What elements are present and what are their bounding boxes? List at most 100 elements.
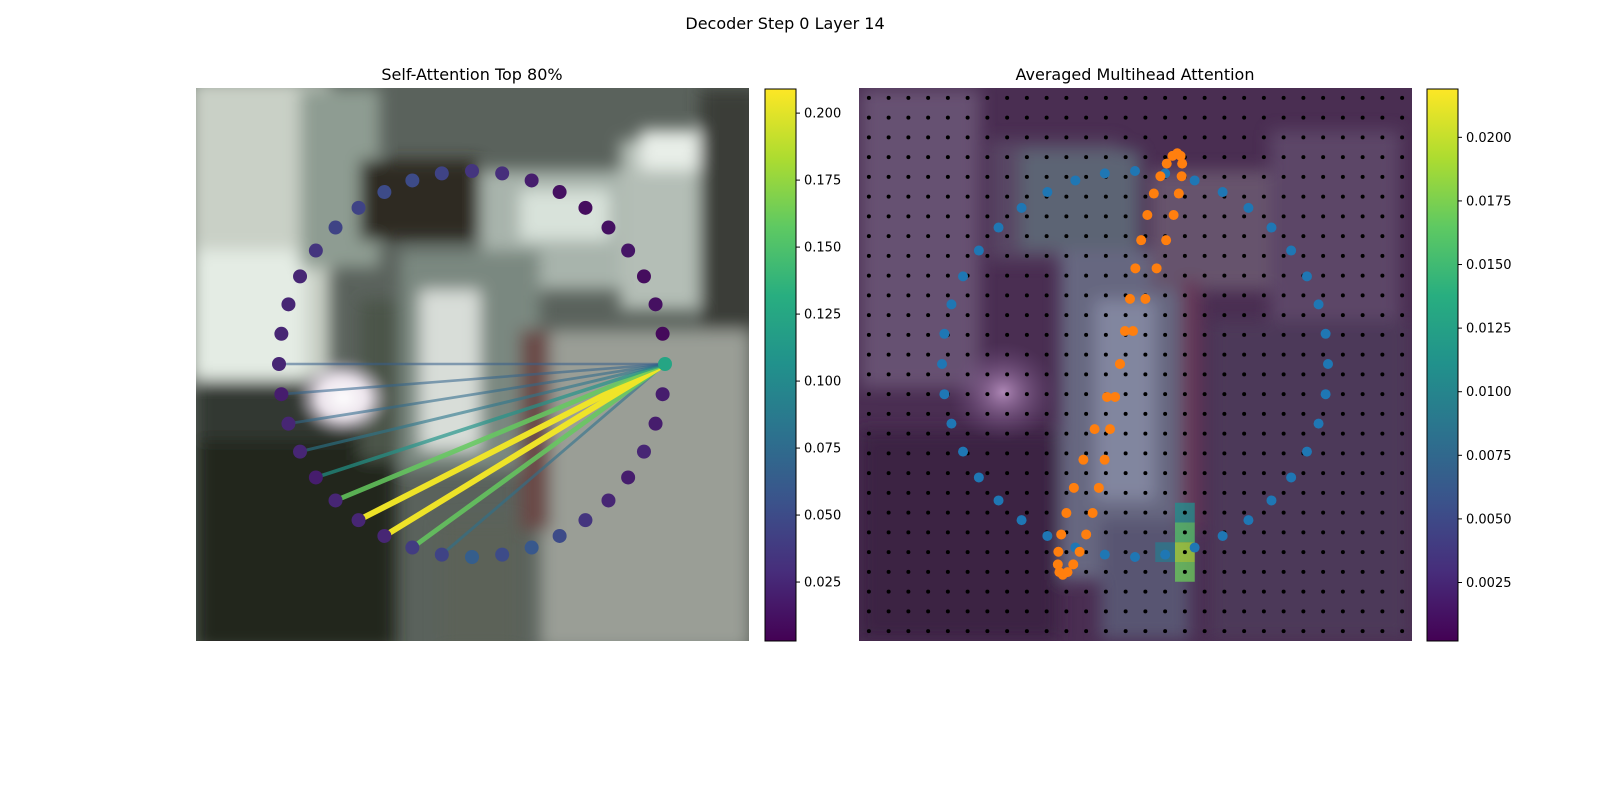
grid-dot xyxy=(1321,155,1326,160)
left-panel-title: Self-Attention Top 80% xyxy=(381,65,562,84)
grid-dot xyxy=(1024,530,1029,535)
grid-dot xyxy=(1163,490,1168,495)
grid-dot xyxy=(1281,471,1286,476)
grid-dot xyxy=(1400,629,1405,634)
grid-dot xyxy=(1024,392,1029,397)
grid-dot xyxy=(1024,332,1029,337)
grid-dot xyxy=(1103,135,1108,140)
attention-line xyxy=(299,362,666,454)
contour-point xyxy=(308,470,323,485)
grid-dot xyxy=(1064,313,1069,318)
blue-contour-point xyxy=(1217,530,1228,541)
grid-dot xyxy=(1380,194,1385,199)
grid-dot xyxy=(1064,95,1069,100)
blue-contour-point xyxy=(1243,515,1254,526)
orange-contour-point xyxy=(1155,171,1166,182)
grid-dot xyxy=(866,234,871,239)
blue-contour-point xyxy=(1301,271,1312,282)
contour-point xyxy=(636,444,651,459)
orange-contour-point xyxy=(1140,293,1151,304)
grid-dot xyxy=(1024,431,1029,436)
grid-dot xyxy=(985,293,990,298)
contour-point xyxy=(281,297,296,312)
grid-dot xyxy=(1202,609,1207,614)
grid-dot xyxy=(1321,589,1326,594)
grid-dot xyxy=(886,352,891,357)
grid-dot xyxy=(1044,550,1049,555)
grid-dot xyxy=(886,135,891,140)
grid-dot xyxy=(1024,253,1029,258)
grid-dot xyxy=(1222,589,1227,594)
grid-dot xyxy=(1400,273,1405,278)
grid-dot xyxy=(985,451,990,456)
grid-dot xyxy=(1301,332,1306,337)
grid-dot xyxy=(1024,451,1029,456)
grid-dot xyxy=(1360,155,1365,160)
grid-dot xyxy=(926,609,931,614)
grid-dot xyxy=(886,293,891,298)
grid-dot xyxy=(1242,95,1247,100)
grid-dot xyxy=(1380,569,1385,574)
grid-dot xyxy=(1340,293,1345,298)
grid-dot xyxy=(1301,490,1306,495)
grid-dot xyxy=(866,530,871,535)
grid-dot xyxy=(945,372,950,377)
grid-dot xyxy=(866,431,871,436)
grid-dot xyxy=(906,214,911,219)
grid-dot xyxy=(866,174,871,179)
grid-dot xyxy=(1123,550,1128,555)
contour-point xyxy=(293,269,308,284)
grid-dot xyxy=(1202,411,1207,416)
grid-dot xyxy=(945,194,950,199)
attention-line xyxy=(288,362,666,425)
grid-dot xyxy=(1340,194,1345,199)
colorbar-tick-label: 0.100 xyxy=(804,375,841,390)
colorbar-tick-label: 0.0025 xyxy=(1466,576,1512,591)
contour-point xyxy=(578,200,593,215)
grid-dot xyxy=(1380,95,1385,100)
grid-dot xyxy=(1281,115,1286,120)
orange-contour-point xyxy=(1115,359,1125,369)
grid-dot xyxy=(1182,550,1187,555)
grid-dot xyxy=(1321,115,1326,120)
blue-contour-point xyxy=(958,446,969,457)
grid-dot xyxy=(965,352,970,357)
grid-dot xyxy=(1400,194,1405,199)
grid-dot xyxy=(1400,471,1405,476)
grid-dot xyxy=(1281,253,1286,258)
grid-dot xyxy=(1321,471,1326,476)
grid-dot xyxy=(1143,155,1148,160)
grid-dot xyxy=(1380,451,1385,456)
grid-dot xyxy=(965,115,970,120)
grid-dot xyxy=(1380,253,1385,258)
grid-dot xyxy=(1044,431,1049,436)
orange-contour-point xyxy=(1089,424,1100,435)
attention-line xyxy=(315,362,666,480)
blue-contour-point xyxy=(1217,187,1228,198)
grid-dot xyxy=(1301,510,1306,515)
grid-dot xyxy=(1281,431,1286,436)
contour-point xyxy=(658,357,672,371)
grid-dot xyxy=(985,234,990,239)
right-panel-title: Averaged Multihead Attention xyxy=(1016,65,1255,84)
grid-dot xyxy=(1044,372,1049,377)
grid-dot xyxy=(985,589,990,594)
grid-dot xyxy=(926,411,931,416)
grid-dot xyxy=(1242,253,1247,258)
grid-dot xyxy=(1024,155,1029,160)
grid-dot xyxy=(1242,135,1247,140)
grid-dot xyxy=(1143,629,1148,634)
blue-contour-point xyxy=(973,472,984,483)
grid-dot xyxy=(886,471,891,476)
blue-contour-point xyxy=(939,389,950,400)
grid-dot xyxy=(965,313,970,318)
grid-dot xyxy=(1360,569,1365,574)
orange-contour-point xyxy=(1078,454,1089,465)
blue-contour-point xyxy=(993,222,1004,233)
colorbar-tick-label: 0.050 xyxy=(804,509,841,524)
grid-dot xyxy=(1222,392,1227,397)
grid-dot xyxy=(1281,352,1286,357)
grid-dot xyxy=(1044,411,1049,416)
grid-dot xyxy=(1103,411,1108,416)
grid-dot xyxy=(1103,234,1108,239)
